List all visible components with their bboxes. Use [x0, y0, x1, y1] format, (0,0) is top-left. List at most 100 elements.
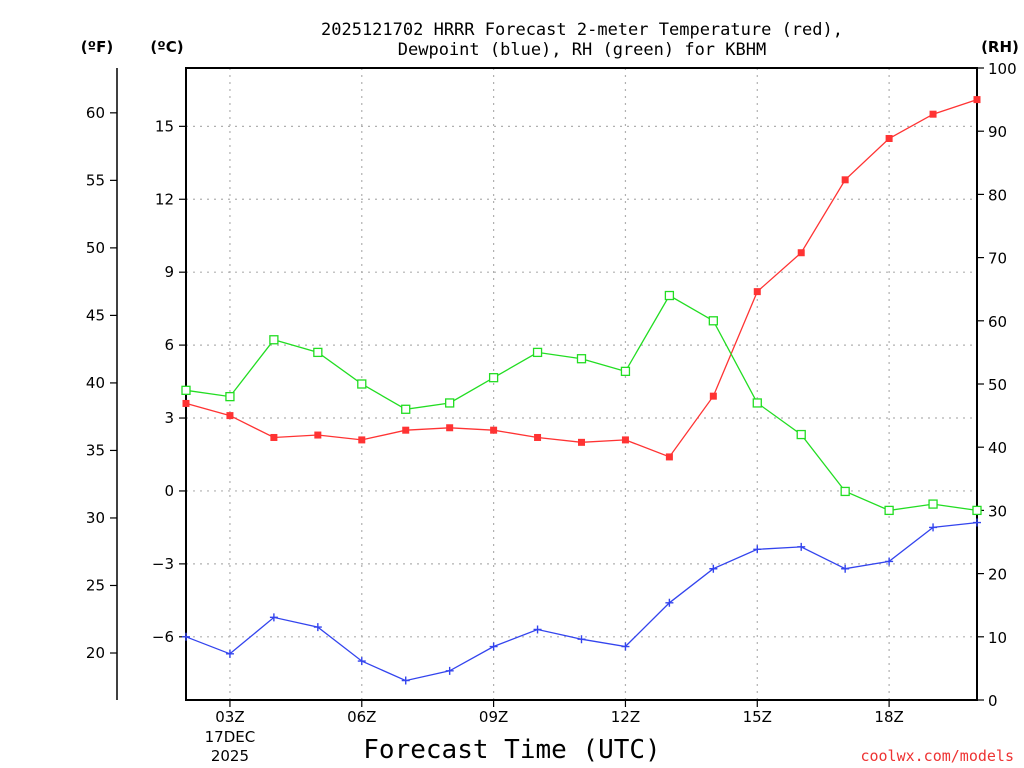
temperature-point	[402, 426, 410, 434]
temperature-line	[185, 98, 978, 458]
rh-point	[313, 347, 323, 358]
dewpoint-point	[489, 642, 498, 651]
celsius-tick-label: 0	[164, 482, 174, 500]
rh-point	[181, 385, 191, 395]
rh-unit-label: (RH)	[981, 38, 1019, 56]
rh-point	[576, 354, 587, 364]
dewpoint-point	[357, 657, 366, 666]
x-tick-sublabel: 2025	[211, 747, 249, 765]
celsius-tick-label: 3	[164, 409, 174, 427]
x-tick-sublabel: 17DEC	[205, 728, 256, 746]
x-tick-label: 12Z	[611, 708, 640, 726]
rh-tick-label: 10	[988, 629, 1007, 647]
temperature-point	[182, 399, 190, 407]
rh-point	[357, 379, 367, 389]
x-tick-label: 06Z	[347, 708, 376, 726]
rh-tick-label: 0	[988, 692, 998, 710]
x-tick-label: 03Z	[215, 708, 244, 726]
x-tick-label: 15Z	[743, 708, 772, 726]
temperature-point	[973, 96, 981, 104]
rh-point	[664, 290, 675, 301]
rh-point	[620, 366, 631, 377]
celsius-tick-label: −6	[152, 628, 174, 646]
dewpoint-point	[973, 518, 981, 527]
rh-tick-label: 70	[988, 250, 1007, 268]
rh-tick-label: 50	[988, 376, 1007, 394]
rh-point	[269, 335, 279, 345]
dewpoint-point	[841, 564, 850, 573]
dewpoint-point	[797, 542, 806, 551]
rh-tick-label: 30	[988, 502, 1007, 520]
temperature-point	[709, 392, 717, 400]
dewpoint-point	[401, 676, 410, 685]
rh-point	[884, 505, 894, 516]
dewpoint-point	[269, 613, 278, 622]
temperature-point	[929, 110, 937, 118]
rh-tick-label: 90	[988, 123, 1007, 141]
temperature-point	[665, 453, 673, 461]
chart-title-line-2: Dewpoint (blue), RH (green) for KBHM	[398, 40, 766, 60]
x-tick-label: 09Z	[479, 708, 508, 726]
rh-point	[225, 391, 235, 402]
temperature-point	[753, 288, 761, 296]
series-layer	[181, 96, 982, 685]
x-axis-label: Forecast Time (UTC)	[363, 735, 660, 765]
temperature-point	[841, 176, 849, 184]
chart-title-line-1: 2025121702 HRRR Forecast 2-meter Tempera…	[321, 20, 843, 40]
dewpoint-point	[709, 564, 718, 573]
temperature-point	[578, 438, 585, 446]
dewpoint-point	[753, 545, 762, 554]
temperature-point	[314, 431, 322, 439]
fahrenheit-tick-label: 55	[86, 171, 105, 189]
dewpoint-point	[533, 625, 542, 634]
temperature-point	[446, 424, 454, 432]
celsius-unit-label: (ºC)	[150, 38, 183, 56]
rh-tick-label: 20	[988, 566, 1007, 584]
rh-line	[185, 294, 978, 512]
rh-point	[708, 316, 718, 326]
dewpoint-point	[929, 523, 938, 532]
dewpoint-point	[621, 642, 630, 651]
dewpoint-point	[182, 632, 190, 641]
fahrenheit-tick-label: 40	[86, 374, 105, 392]
celsius-tick-label: 6	[164, 336, 174, 354]
grid-layer	[186, 68, 977, 700]
rh-point	[796, 429, 806, 440]
dewpoint-point	[577, 635, 586, 644]
dewpoint-point	[445, 666, 454, 675]
temperature-point	[885, 134, 893, 142]
rh-point	[972, 505, 982, 516]
fahrenheit-tick-label: 45	[86, 306, 105, 324]
dewpoint-point	[665, 598, 674, 607]
celsius-tick-label: 12	[155, 190, 174, 208]
fahrenheit-tick-label: 35	[86, 441, 105, 459]
fahrenheit-tick-label: 25	[86, 576, 105, 594]
temperature-point	[358, 436, 366, 444]
credit-text: coolwx.com/models	[860, 747, 1014, 765]
x-tick-label: 18Z	[874, 708, 903, 726]
dewpoint-point	[225, 649, 234, 658]
plot-frame	[185, 67, 978, 701]
celsius-tick-label: 9	[164, 263, 174, 281]
rh-point	[445, 398, 455, 408]
fahrenheit-tick-label: 50	[86, 239, 105, 257]
dewpoint-line	[185, 521, 978, 682]
rh-tick-label: 60	[988, 313, 1007, 331]
rh-point	[752, 398, 762, 408]
fahrenheit-tick-label: 30	[86, 509, 105, 527]
fahrenheit-unit-label: (ºF)	[81, 38, 113, 56]
dewpoint-point	[885, 557, 894, 566]
rh-point	[401, 404, 411, 414]
temperature-point	[270, 433, 278, 441]
rh-tick-label: 80	[988, 186, 1007, 204]
temperature-point	[534, 433, 542, 441]
rh-point	[532, 347, 543, 358]
temperature-point	[226, 412, 234, 420]
rh-point	[488, 373, 499, 383]
dewpoint-point	[313, 623, 322, 632]
fahrenheit-tick-label: 20	[86, 644, 105, 662]
temperature-point	[621, 436, 629, 444]
rh-point	[928, 499, 938, 509]
